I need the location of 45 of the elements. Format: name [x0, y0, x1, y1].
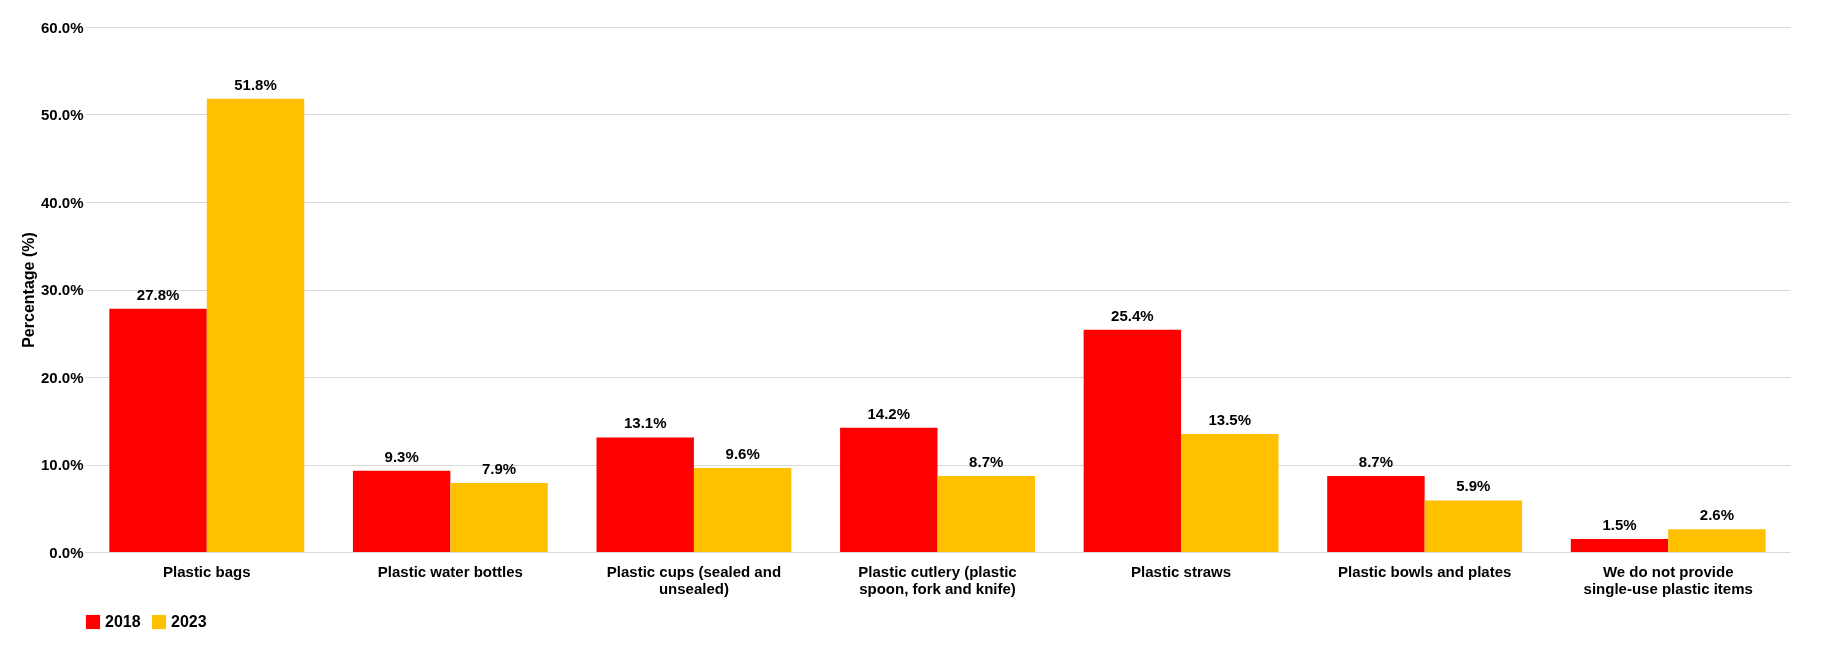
- bar: [1668, 529, 1766, 552]
- data-label: 8.7%: [969, 452, 1004, 470]
- data-label: 1.5%: [1602, 515, 1637, 533]
- data-label: 14.2%: [867, 404, 911, 422]
- bar: [1327, 475, 1425, 552]
- x-tick-label: We do not provide single-use plastic items: [1583, 562, 1753, 597]
- bar: [450, 482, 548, 552]
- x-tick-label: Plastic cutlery (plastic spoon, fork and knife): [858, 562, 1017, 597]
- x-tick-label: Plastic bags: [163, 562, 251, 580]
- x-tick-label: Plastic bowls and plates: [1337, 562, 1512, 580]
- data-label: 13.5%: [1208, 410, 1252, 428]
- data-label: 13.1%: [623, 414, 667, 432]
- bar: [693, 468, 792, 552]
- y-tick-label: 50.0%: [40, 106, 84, 123]
- y-tick-label: 20.0%: [40, 368, 84, 386]
- y-tick-label: 10.0%: [40, 456, 84, 473]
- bar: [109, 308, 207, 552]
- y-axis-title: Percentage (%): [19, 232, 37, 348]
- data-label: 51.8%: [234, 75, 277, 93]
- data-label: 7.9%: [481, 459, 517, 477]
- y-tick-label: 0.0%: [49, 543, 84, 561]
- bar: [1570, 538, 1669, 552]
- data-label: 9.3%: [384, 447, 419, 465]
- x-tick-label: Plastic water bottles: [377, 562, 523, 580]
- bar: [1181, 433, 1279, 552]
- bar: [206, 98, 305, 552]
- legend-label: 2018: [105, 613, 141, 630]
- bar: [596, 437, 694, 552]
- data-label: 2.6%: [1699, 506, 1735, 524]
- legend-label: 2023: [171, 613, 207, 630]
- y-tick-label: 60.0%: [40, 18, 84, 36]
- bar: [352, 470, 451, 552]
- x-tick-label: Plastic straws: [1131, 562, 1232, 580]
- bar: [1083, 329, 1182, 552]
- bar: [937, 475, 1035, 552]
- data-label: 8.7%: [1358, 452, 1394, 470]
- data-label: 5.9%: [1456, 477, 1491, 495]
- y-tick-label: 40.0%: [40, 193, 84, 211]
- data-label: 9.6%: [725, 445, 760, 462]
- x-tick-label: Plastic cups (sealed and unsealed): [606, 562, 782, 597]
- data-label: 27.8%: [136, 285, 180, 303]
- bar: [1424, 500, 1523, 552]
- bar: [840, 427, 938, 552]
- data-label: 25.4%: [1111, 306, 1154, 324]
- y-tick-label: 30.0%: [40, 281, 84, 298]
